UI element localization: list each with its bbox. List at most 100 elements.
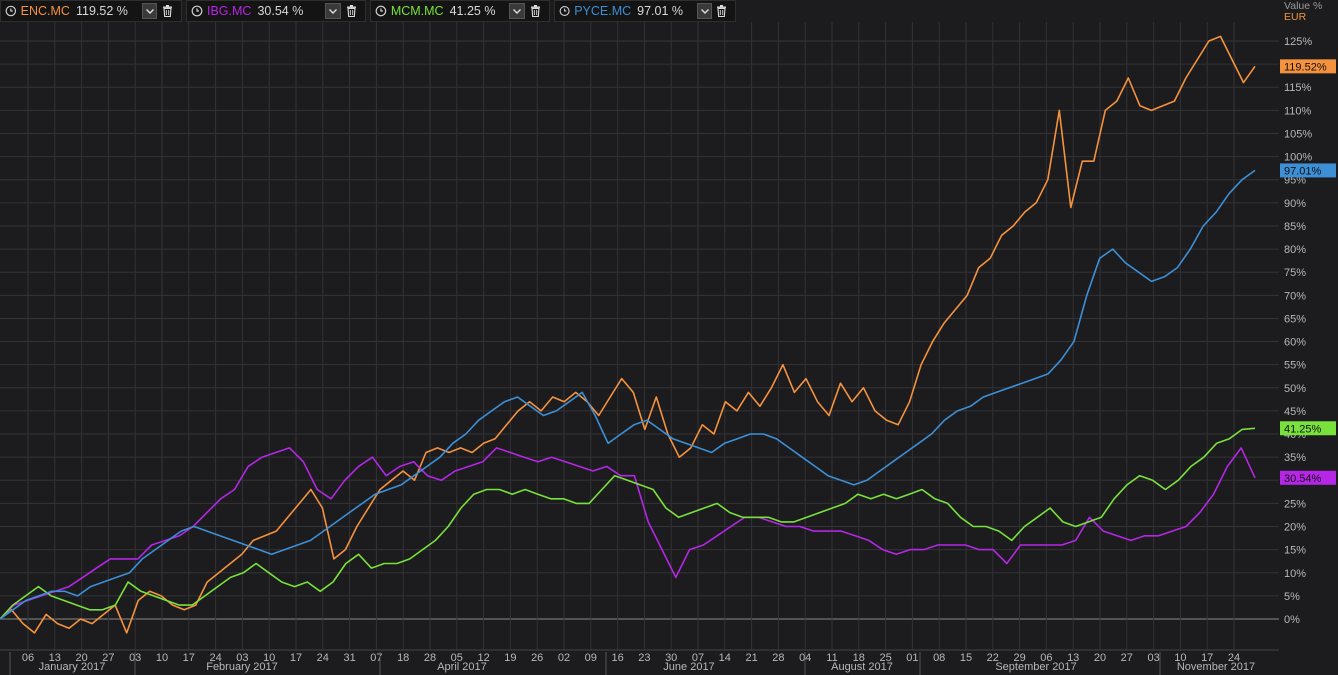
x-tick-label: 24: [317, 652, 329, 664]
delete-button[interactable]: [527, 3, 543, 19]
series-line-mcm-mc: [0, 427, 1256, 620]
x-tick-label: 28: [772, 652, 784, 664]
x-tick-label: 09: [585, 652, 597, 664]
series-line-ibg-mc: [0, 447, 1256, 620]
x-tick-label: 07: [692, 652, 704, 664]
y-tick-label: 125%: [1284, 36, 1312, 48]
last-value-badge: [1280, 470, 1336, 485]
legend-item-mcm-mc[interactable]: MCM.MC 41.25 %: [370, 0, 550, 22]
x-tick-label: 10: [263, 652, 275, 664]
x-tick-label: 15: [960, 652, 972, 664]
dropdown-button[interactable]: [697, 3, 713, 19]
delete-button[interactable]: [714, 3, 729, 19]
x-tick-label: 27: [1121, 652, 1133, 664]
x-tick-label: 31: [343, 652, 355, 664]
chevron-down-icon: [513, 9, 522, 14]
x-tick-label: 10: [156, 652, 168, 664]
x-tick-label: 18: [397, 652, 409, 664]
x-tick-label: 24: [209, 652, 221, 664]
legend-value: 41.25 %: [449, 4, 496, 18]
x-tick-label: 05: [451, 652, 463, 664]
month-label: February 2017: [206, 661, 278, 673]
x-tick-label: 10: [1174, 652, 1186, 664]
x-tick-label: 21: [745, 652, 757, 664]
x-tick-label: 19: [504, 652, 516, 664]
y-tick-label: 110%: [1284, 105, 1312, 117]
trash-icon: [717, 5, 727, 17]
y-tick-label: 20%: [1284, 522, 1306, 534]
dropdown-button[interactable]: [509, 3, 526, 19]
x-tick-label: 08: [933, 652, 945, 664]
x-tick-label: 23: [638, 652, 650, 664]
y-tick-label: 80%: [1284, 244, 1306, 256]
last-value-badge: [1280, 421, 1336, 436]
series-line-enc-mc: [0, 35, 1256, 634]
last-value-badge: [1280, 59, 1336, 74]
month-label: September 2017: [995, 661, 1076, 673]
y-tick-label: 75%: [1284, 267, 1306, 279]
y-tick-label: 95%: [1284, 175, 1306, 187]
x-tick-label: 26: [531, 652, 543, 664]
x-tick-label: 27: [102, 652, 114, 664]
x-tick-label: 30: [665, 652, 677, 664]
month-label: June 2017: [663, 661, 714, 673]
y-tick-label: 35%: [1284, 452, 1306, 464]
x-tick-label: 17: [183, 652, 195, 664]
y-tick-label: 115%: [1284, 82, 1312, 94]
dropdown-button[interactable]: [325, 3, 341, 19]
y-axis-title: Value %: [1284, 0, 1323, 12]
series-line-pyce-mc: [0, 169, 1256, 620]
trash-icon: [530, 5, 540, 17]
chevron-down-icon: [700, 9, 709, 14]
x-tick-label: 13: [49, 652, 61, 664]
x-tick-label: 16: [611, 652, 623, 664]
delete-button[interactable]: [343, 3, 359, 19]
chevron-down-icon: [329, 9, 337, 14]
last-value-badge: [1280, 163, 1336, 178]
legend-symbol: IBG.MC: [207, 4, 252, 18]
trash-icon: [162, 5, 172, 17]
y-tick-label: 25%: [1284, 498, 1306, 510]
y-tick-label: 100%: [1284, 152, 1312, 164]
x-tick-label: 28: [424, 652, 436, 664]
x-tick-label: 25: [879, 652, 891, 664]
month-label: January 2017: [39, 661, 106, 673]
legend-value: 30.54 %: [257, 4, 304, 18]
x-tick-label: 20: [1094, 652, 1106, 664]
last-value-label: 30.54%: [1284, 473, 1322, 485]
y-tick-label: 10%: [1284, 568, 1306, 580]
y-tick-label: 85%: [1284, 221, 1306, 233]
clock-icon: [191, 5, 203, 17]
x-tick-label: 06: [1040, 652, 1052, 664]
legend-item-ibg-mc[interactable]: IBG.MC 30.54 %: [186, 0, 366, 22]
delete-button[interactable]: [159, 3, 175, 19]
x-tick-label: 22: [987, 652, 999, 664]
y-tick-label: 90%: [1284, 198, 1306, 210]
legend-item-pyce-mc[interactable]: PYCE.MC 97.01 %: [554, 0, 736, 22]
currency-label: EUR: [1284, 11, 1307, 23]
legend-symbol: ENC.MC: [20, 4, 70, 18]
y-tick-label: 70%: [1284, 290, 1306, 302]
x-tick-label: 03: [1147, 652, 1159, 664]
y-tick-label: 105%: [1284, 128, 1312, 140]
y-tick-label: 60%: [1284, 337, 1306, 349]
legend-value: 119.52 %: [75, 4, 128, 18]
x-tick-label: 14: [719, 652, 731, 664]
dropdown-button[interactable]: [141, 3, 158, 19]
last-value-label: 119.52%: [1284, 61, 1327, 73]
legend-item-enc-mc[interactable]: ENC.MC 119.52 %: [0, 0, 182, 22]
clock-icon: [559, 5, 570, 17]
chevron-down-icon: [145, 9, 154, 14]
month-label: April 2017: [437, 661, 487, 673]
last-value-label: 97.01%: [1284, 165, 1322, 177]
x-tick-label: 07: [370, 652, 382, 664]
clock-icon: [5, 5, 17, 17]
month-label: August 2017: [831, 661, 893, 673]
x-tick-label: 13: [1067, 652, 1079, 664]
x-tick-label: 20: [75, 652, 87, 664]
x-tick-label: 02: [558, 652, 570, 664]
x-tick-label: 17: [290, 652, 302, 664]
legend-value: 97.01 %: [637, 4, 684, 18]
month-label: November 2017: [1177, 661, 1255, 673]
